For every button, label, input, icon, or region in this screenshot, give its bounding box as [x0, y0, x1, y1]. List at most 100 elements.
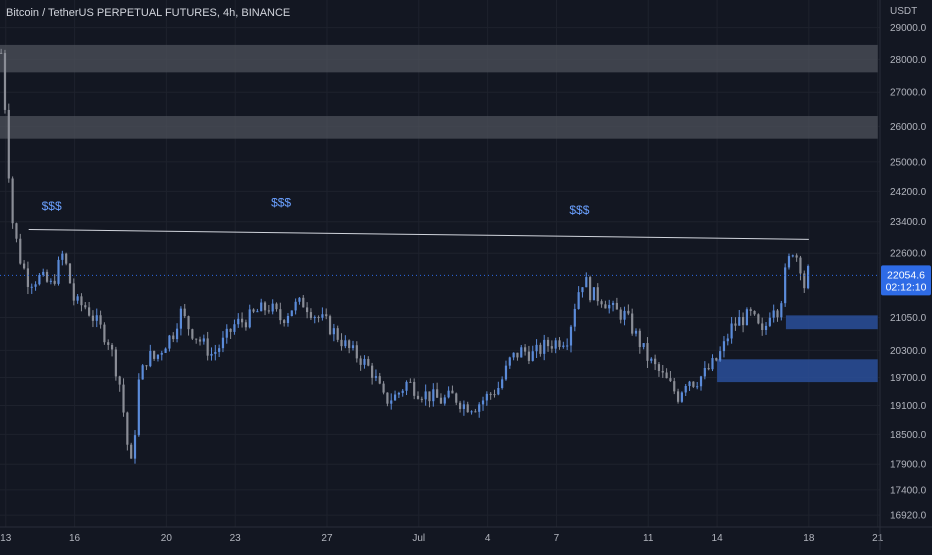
- x-tick-label: 21: [872, 533, 884, 544]
- candle-body: [780, 303, 783, 318]
- candle-body: [428, 391, 431, 402]
- candle-body: [673, 381, 676, 392]
- y-axis-unit: USDT: [890, 6, 917, 17]
- candle-body: [573, 308, 576, 327]
- candle-body: [688, 381, 691, 386]
- candle-body: [523, 347, 527, 352]
- candle-body: [210, 353, 213, 356]
- y-tick-label: 22600.0: [890, 249, 927, 260]
- candle-body: [803, 273, 806, 289]
- candle-body: [546, 339, 550, 347]
- x-tick-label: 23: [230, 533, 242, 544]
- candle-body: [328, 316, 332, 335]
- candle-body: [516, 352, 519, 358]
- candle-body: [95, 315, 98, 321]
- candle-body: [378, 376, 381, 384]
- candle-body: [34, 284, 37, 287]
- candle-body: [363, 358, 366, 365]
- candle-body: [684, 385, 687, 393]
- candle-body: [405, 381, 408, 391]
- candle-body: [149, 350, 152, 367]
- candle-body: [3, 53, 7, 110]
- candle-body: [294, 301, 297, 311]
- candle-body: [179, 308, 182, 329]
- candle-body: [462, 404, 466, 409]
- candle-body: [493, 394, 496, 396]
- candle-body: [198, 339, 202, 342]
- candle-body: [451, 390, 454, 394]
- candle-body: [787, 256, 791, 268]
- candle-body: [646, 343, 649, 361]
- candle-body: [393, 394, 397, 401]
- candle-body: [240, 318, 244, 323]
- candle-body: [604, 304, 607, 309]
- last-price-tag: [881, 265, 931, 296]
- liquidity-label: $$$: [271, 195, 291, 209]
- candle-body: [225, 328, 228, 338]
- candle-body: [562, 345, 565, 347]
- candle-body: [501, 379, 504, 388]
- candle-body: [118, 376, 121, 385]
- candle-body: [520, 347, 523, 358]
- candle-body: [581, 287, 584, 293]
- y-tick-label: 20300.0: [890, 346, 927, 357]
- candle-body: [175, 328, 179, 340]
- y-tick-label: 16920.0: [890, 511, 927, 522]
- candle-body: [669, 378, 672, 382]
- candle-body: [772, 310, 775, 318]
- candle-body: [187, 316, 190, 330]
- candle-body: [367, 358, 370, 366]
- candle-body: [776, 310, 779, 318]
- candle-body: [470, 411, 473, 413]
- candle-body: [110, 344, 114, 350]
- candle-body: [53, 280, 56, 284]
- candle-body: [627, 310, 630, 314]
- candle-body: [221, 337, 225, 349]
- candle-body: [233, 324, 236, 332]
- candle-body: [390, 400, 393, 404]
- liquidity-label: $$$: [569, 203, 589, 217]
- candle-body: [654, 358, 657, 365]
- candle-body: [741, 317, 745, 326]
- candle-body: [306, 307, 309, 313]
- candle-body: [84, 305, 87, 308]
- candle-body: [183, 308, 186, 317]
- candle-body: [634, 330, 638, 334]
- candle-body: [91, 315, 95, 321]
- candle-body: [676, 391, 680, 402]
- candle-body: [321, 314, 324, 318]
- candle-body: [61, 253, 64, 260]
- zone-gray: [0, 44, 878, 73]
- candle-body: [642, 343, 645, 348]
- candle-body: [455, 393, 458, 403]
- candle-body: [413, 381, 416, 396]
- candle-body: [757, 314, 760, 324]
- candles: [0, 48, 810, 464]
- price-zones: [0, 44, 878, 383]
- candle-body: [608, 304, 611, 309]
- y-tick-label: 26000.0: [890, 122, 927, 133]
- candle-body: [286, 316, 290, 324]
- candle-body: [569, 326, 573, 346]
- x-tick-label: 13: [0, 533, 12, 544]
- candle-body: [753, 311, 756, 315]
- candle-body: [298, 297, 301, 302]
- candle-body: [15, 223, 18, 239]
- candle-body: [611, 302, 615, 305]
- x-tick-label: 14: [712, 533, 724, 544]
- candle-body: [72, 283, 75, 301]
- candle-body: [38, 275, 41, 285]
- y-tick-label: 23400.0: [890, 217, 927, 228]
- candle-body: [42, 271, 45, 276]
- candle-body: [386, 392, 389, 404]
- candle-body: [539, 344, 542, 354]
- candle-body: [30, 286, 33, 288]
- candle-body: [432, 389, 435, 402]
- candle-body: [114, 349, 117, 377]
- candle-body: [631, 313, 634, 334]
- candle-body: [275, 303, 278, 310]
- candle-body: [409, 381, 412, 383]
- candle-body: [715, 358, 718, 361]
- candle-body: [592, 287, 596, 301]
